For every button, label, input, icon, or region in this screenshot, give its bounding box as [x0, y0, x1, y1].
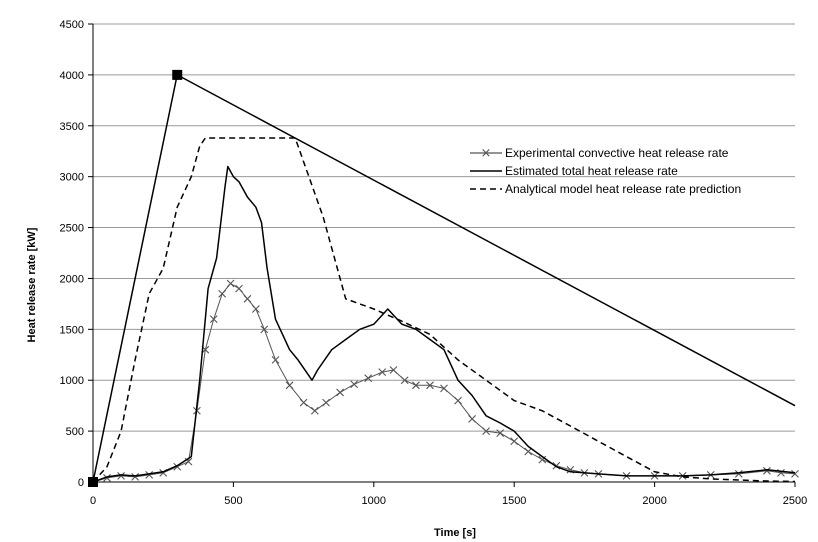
data-point-x-10: [209, 315, 218, 324]
legend: × Experimental convective heat release r…: [470, 146, 741, 196]
data-point-x-24: [364, 374, 373, 383]
series-line-3: [92, 137, 796, 483]
data-point-x-25: [378, 368, 387, 376]
square-marker-1: [172, 69, 183, 80]
data-point-x-18: [285, 381, 294, 390]
data-point-x-17: [271, 355, 280, 364]
data-point-x-15: [251, 305, 260, 313]
data-point-x-3: [131, 473, 140, 481]
y-tick-label-5: 2500: [60, 223, 84, 235]
data-point-x-27: [400, 376, 409, 385]
data-point-x-32: [468, 415, 476, 423]
data-point-x-28: [412, 381, 420, 390]
data-point-x-33: [482, 427, 491, 435]
data-point-x-30: [440, 384, 448, 393]
data-point-x-31: [454, 396, 462, 405]
y-tick-label-7: 3500: [60, 121, 84, 133]
x-tick-label-2: 1000: [362, 495, 386, 507]
y-tick-label-1: 500: [66, 426, 84, 438]
data-point-x-46: [734, 469, 743, 478]
series-line-2: [92, 165, 796, 483]
data-point-x-49: [791, 469, 799, 478]
x-tick-label-3: 1500: [502, 495, 526, 507]
legend-label-analytical: Analytical model heat release rate predi…: [505, 182, 741, 196]
data-point-x-29: [426, 381, 434, 390]
y-axis-label: Heat release rate [kW]: [26, 227, 38, 342]
series-line-0: [92, 283, 796, 483]
tick-labels: 0 500 1000 1500 2000 2500 3000 3500 4000 4500 0 500…: [60, 19, 808, 507]
data-point-x-14: [243, 294, 252, 303]
series-group: [89, 74, 799, 486]
data-point-x-4: [145, 470, 154, 479]
axes: [88, 23, 796, 487]
data-point-x-13: [235, 284, 243, 293]
data-point-x-12: [226, 279, 235, 288]
data-point-x-23: [350, 380, 359, 389]
y-tick-label-0: 0: [78, 477, 84, 489]
y-tick-label-8: 4000: [60, 70, 84, 82]
y-tick-label-9: 4500: [60, 19, 84, 31]
x-tick-label-0: 0: [90, 495, 96, 507]
data-point-x-11: [218, 289, 227, 298]
y-tick-label-4: 2000: [60, 273, 84, 285]
data-point-x-1: [103, 474, 111, 482]
data-point-x-26: [389, 366, 398, 374]
data-point-x-37: [538, 455, 547, 464]
data-point-x-36: [524, 447, 533, 456]
y-tick-label-6: 3000: [60, 172, 84, 184]
y-tick-label-3: 1500: [60, 324, 84, 336]
data-point-x-35: [510, 437, 519, 446]
data-point-x-16: [260, 325, 269, 334]
data-point-x-20: [310, 406, 319, 415]
legend-label-estimated: Estimated total heat release rate: [505, 164, 678, 178]
square-markers: [88, 69, 183, 487]
gridlines: [93, 23, 795, 432]
x-tick-label-5: 2500: [783, 495, 807, 507]
x-axis-label: Time [s]: [434, 527, 476, 539]
data-point-x-47: [763, 466, 771, 475]
data-point-x-2: [117, 472, 125, 480]
legend-marker-x: ×: [481, 146, 492, 161]
data-point-x-22: [336, 388, 344, 397]
legend-label-experimental: Experimental convective heat release rat…: [505, 146, 729, 160]
square-marker-0: [88, 477, 98, 487]
x-tick-label-4: 2000: [642, 495, 666, 507]
data-point-x-19: [299, 398, 308, 407]
data-point-x-21: [322, 398, 330, 407]
y-tick-label-2: 1000: [60, 375, 84, 387]
x-tick-label-1: 500: [224, 495, 242, 507]
data-point-x-34: [496, 429, 505, 438]
